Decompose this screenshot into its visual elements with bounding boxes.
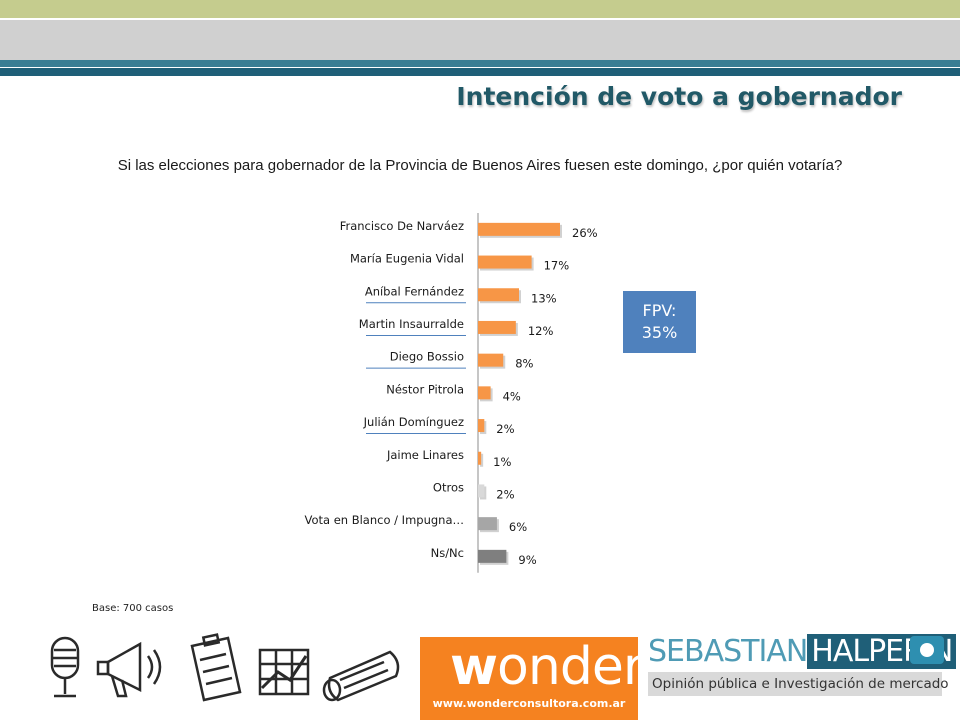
chart-category-label: Francisco De Narváez [340,219,464,233]
footer-icons [50,633,400,702]
chart-value-label: 9% [518,553,536,567]
chart-bar [478,484,485,498]
chart-bar [478,353,504,367]
chart-value-label: 17% [544,259,570,273]
chart-category-label: Diego Bossio [390,350,464,364]
chart-bar [478,451,482,465]
chart-category-label: Néstor Pitrola [386,382,464,396]
fpv-total-box: FPV: 35% [623,291,696,353]
chart-value-label: 6% [509,520,527,534]
chart-category-label: Julián Domínguez [363,415,464,429]
wonder-url: www.wonderconsultora.com.ar [432,697,626,710]
chart-bar [478,549,507,563]
chart-value-label: 2% [496,487,514,501]
chart-value-label: 8% [515,357,533,371]
wonder-logo-rest: onder [497,637,644,697]
chart-category-label: Ns/Nc [431,546,464,560]
clipboard-icon [190,633,242,702]
header-band-teal [0,60,960,67]
halperin-tagline: Opinión pública e Investigación de merca… [648,672,949,696]
chart-category-label: Martin Insaurralde [359,317,464,331]
chart-bar [478,222,560,236]
header-band-gray [0,20,960,60]
chart-value-label: 13% [531,291,557,305]
microphone-icon [50,636,80,698]
chart-bar-shadow [480,453,484,467]
speech-bubble-icon [910,636,944,664]
chart-category-label: María Eugenia Vidal [350,252,464,266]
chart-value-label: 26% [572,226,598,240]
chart-value-label: 12% [528,324,554,338]
halperin-logo: SEBASTIAN HALPERIN Opinión pública e Inve… [648,632,957,712]
chart-category-label: Vota en Blanco / Impugna… [304,513,464,527]
chart-bar [478,255,532,269]
chart-bar [478,320,516,334]
chart-category-label: Aníbal Fernández [365,284,464,298]
wonder-logo: wonder [450,637,644,697]
header-band-olive [0,0,960,18]
base-note: Base: 700 casos [92,603,174,614]
chart-bar [478,386,491,400]
chart-value-label: 2% [496,422,514,436]
chart-value-label: 4% [503,389,521,403]
fpv-label: FPV: [642,301,677,320]
chart-bar [478,288,519,302]
survey-question: Si las elecciones para gobernador de la … [117,157,843,174]
chart-bar [478,419,485,433]
chart-bar [478,517,497,531]
megaphone-icon [96,641,162,698]
line-chart-icon [258,648,310,696]
page-title: Intención de voto a gobernador [456,82,902,111]
newspaper-icon [322,650,400,702]
chart-value-label: 1% [493,455,511,469]
halperin-first-name: SEBASTIAN [648,634,808,669]
fpv-value: 35% [641,323,678,342]
vote-intention-chart: Francisco De Narváez 26% María Eugenia Vid… [304,213,598,573]
chart-category-label: Otros [433,480,464,494]
wonder-logo-w: w [450,637,498,697]
wonder-logo-block: wonder www.wonderconsultora.com.ar [420,637,644,720]
header-band-teal-dark [0,68,960,76]
chart-category-label: Jaime Linares [386,448,464,462]
